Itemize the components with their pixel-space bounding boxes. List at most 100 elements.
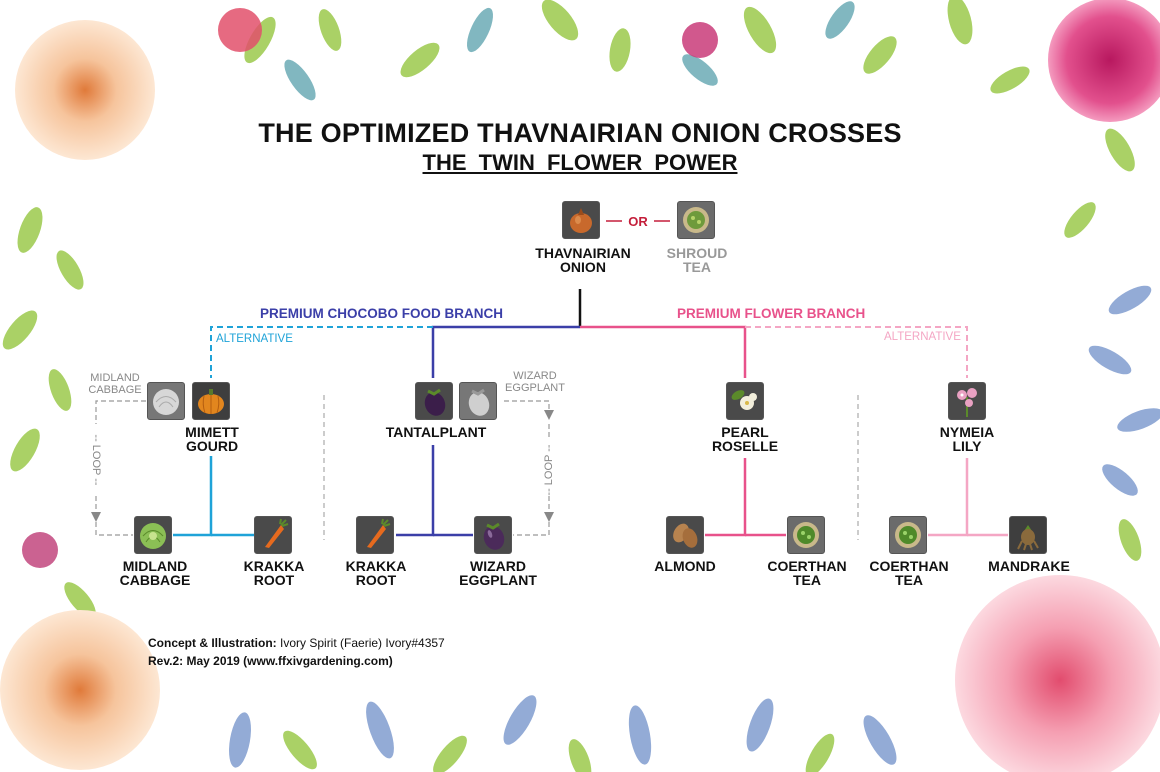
wizard-eggplant-label: WIZARD EGGPLANT [448,559,548,587]
magenta-flower-top-right [1048,0,1160,122]
thavnairian-onion-icon [562,201,600,239]
credits-author: Ivory Spirit (Faerie) Ivory#4357 [276,636,445,650]
nymeia-lily-label-line2: LILY [952,438,982,454]
coerthan-tea-label-2: COERTHAN TEA [862,559,956,587]
credits-line-1: Concept & Illustration: Ivory Spirit (Fa… [148,636,445,650]
g1-side-label-line1: MIDLAND [90,372,140,384]
fuchsia-top [218,8,262,52]
flower-branch-label: PREMIUM FLOWER BRANCH [677,306,866,321]
mimett-gourd-icon [192,382,230,420]
mandrake-label: MANDRAKE [988,558,1070,574]
krakka-root-label-line1: KRAKKA [243,558,305,574]
coerthan-tea-2-label-line1: COERTHAN [869,558,949,574]
nymeia-lily-icon [948,382,986,420]
midland-cabbage-label-line2: CABBAGE [119,572,191,588]
leaf-cluster-top-teal [284,1,855,101]
fuchsia-top-right [682,22,718,58]
midland-cabbage-icon [134,516,172,554]
pearl-roselle-label-line2: ROSELLE [711,438,779,454]
leaf-cluster-left [2,207,96,618]
coerthan-tea-label-line1: COERTHAN [767,558,847,574]
krakka-root-icon [254,516,292,554]
almond-label: ALMOND [654,558,716,574]
onion-label-line1: THAVNAIRIAN [535,245,631,261]
shroud-tea-icon [677,201,715,239]
krakka-root-label-2: KRAKKA ROOT [336,559,416,587]
credits-label: Concept & Illustration: [148,636,277,650]
leaf-cluster-bottom-green [283,730,835,772]
midland-cabbage-grey-icon [147,382,185,420]
pearl-roselle-label-line1: PEARL [721,424,769,440]
krakka-root-2-label-line2: ROOT [355,572,397,588]
tantalplant-label: TANTALPLANT [385,424,487,440]
g1-side-label: MIDLAND CABBAGE [84,372,146,396]
coerthan-tea-icon [787,516,825,554]
wizard-eggplant-label-line2: EGGPLANT [459,572,537,588]
nymeia-lily-label: NYMEIA LILY [922,425,1012,453]
alt-right-label: ALTERNATIVE [884,331,961,343]
leaf-cluster-top [244,0,1030,94]
g2-loop-text: -- LOOP -- [543,444,555,496]
alt-right-line [745,326,968,378]
almond-icon [666,516,704,554]
wizard-eggplant-grey-icon [459,382,497,420]
onion-label-line2: ONION [560,259,606,275]
tantalplant-icon [415,382,453,420]
midland-cabbage-label: MIDLAND CABBAGE [110,559,200,587]
peach-flower-bottom-left [0,610,160,770]
mimett-gourd-label: MIMETT GOURD [170,425,254,453]
mandrake-icon [1009,516,1047,554]
coerthan-tea-label-line2: TEA [793,572,821,588]
shroud-tea-label-line1: SHROUD [666,245,728,261]
page-title: THE OPTIMIZED THAVNAIRIAN ONION CROSSES [258,118,902,148]
g2-side-label-line1: WIZARD [513,370,557,382]
alt-left-line [210,326,433,378]
g4-cross-line-a [928,458,969,537]
pearl-roselle-icon [726,382,764,420]
leaf-cluster-right-green [1064,128,1142,561]
nymeia-lily-label-line1: NYMEIA [939,424,995,440]
g2-side-label-line2: EGGPLANT [505,382,565,394]
flower-branch-line [580,325,747,378]
alt-left-label: ALTERNATIVE [216,333,293,345]
leaf-cluster-right [1088,285,1160,496]
krakka-root-icon-2 [356,516,394,554]
krakka-root-label-line2: ROOT [253,572,295,588]
g2-loop-arrow-top [544,410,554,420]
krakka-root-2-label-line1: KRAKKA [345,558,407,574]
peach-flower-top-left [15,20,155,160]
wizard-eggplant-icon [474,516,512,554]
g2-cross-line-a [396,445,435,537]
page-subtitle: THE TWIN FLOWER POWER [422,150,738,175]
g2-loop-arrow-bottom [544,512,554,522]
g1-loop-label: -- LOOP -- [90,430,102,490]
leaf-cluster-bottom [229,695,897,768]
shroud-tea-label-line2: TEA [683,259,711,275]
onion-label: THAVNAIRIAN ONION [528,246,638,274]
g1-side-label-line2: CABBAGE [88,384,142,396]
or-label: OR [628,214,648,229]
pink-rose-bottom-right [955,575,1160,772]
mimett-gourd-label-line2: GOURD [185,438,239,454]
g2-loop-label: -- LOOP -- [543,440,555,500]
chocobo-branch-label: PREMIUM CHOCOBO FOOD BRANCH [260,306,503,321]
coerthan-tea-2-label-line2: TEA [895,572,923,588]
midland-cabbage-label-line1: MIDLAND [122,558,188,574]
coerthan-tea-label: COERTHAN TEA [760,559,854,587]
g1-loop-text: -- LOOP -- [90,434,102,486]
coerthan-tea-icon-2 [889,516,927,554]
g1-loop-line-return [95,522,133,536]
credits-line-2: Rev.2: May 2019 (www.ffxivgardening.com) [148,654,393,668]
g2-side-label: WIZARD EGGPLANT [500,370,570,394]
wizard-eggplant-label-line1: WIZARD [470,558,526,574]
shroud-tea-label: SHROUD TEA [652,246,742,274]
g1-loop-arrow [91,512,101,522]
pearl-roselle-label: PEARL ROSELLE [700,425,790,453]
fuchsia-left [22,532,58,568]
g1-loop-line-top [95,400,146,424]
g3-cross-line-a [705,458,747,537]
mimett-gourd-label-line1: MIMETT [185,424,239,440]
